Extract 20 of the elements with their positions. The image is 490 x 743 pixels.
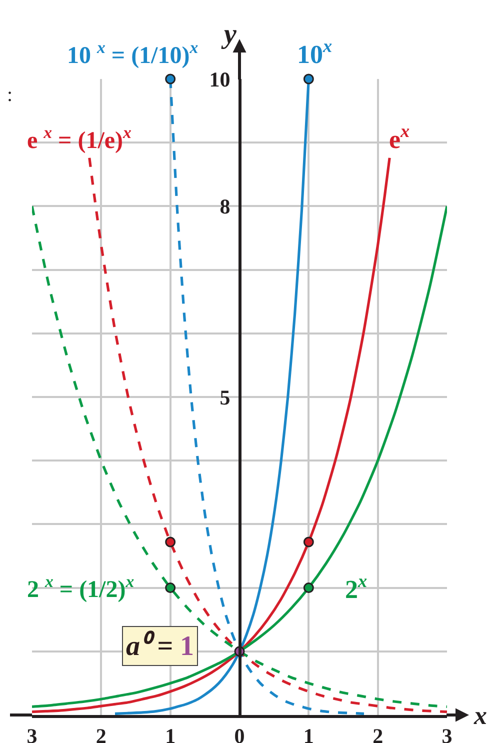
series-label: e $^{x}$ = (1/e)$^{x}$ [27,123,132,154]
y-axis-title: y [221,19,237,50]
text: : [7,84,13,106]
x-tick-label: 2 [372,724,384,743]
y-tick-label: 5 [220,385,230,410]
series-label: 2 $^{x}$ = (1/2)$^{x}$ [27,572,134,604]
y-tick-label: 10 [209,67,230,92]
annotation: a⁰ = 1 [126,630,194,662]
x-tick-label: 1 [303,724,314,743]
series-label: e$^{x}$ [389,121,410,154]
x-tick-label: 3 [26,724,38,743]
series-label: 10 $^{x}$ = (1/10)$^{x}$ [67,38,198,70]
x-tick-label: 2 [96,724,106,743]
x-tick-label: 1 [165,724,176,743]
series-label: 10$^{x}$ [297,36,332,69]
x-tick-label: 3 [442,724,452,743]
series-label: 2$^{x}$ [345,571,368,604]
y-tick-label: 8 [220,194,230,219]
x-tick-label: 0 [234,724,245,743]
x-axis-title: x [473,701,487,730]
